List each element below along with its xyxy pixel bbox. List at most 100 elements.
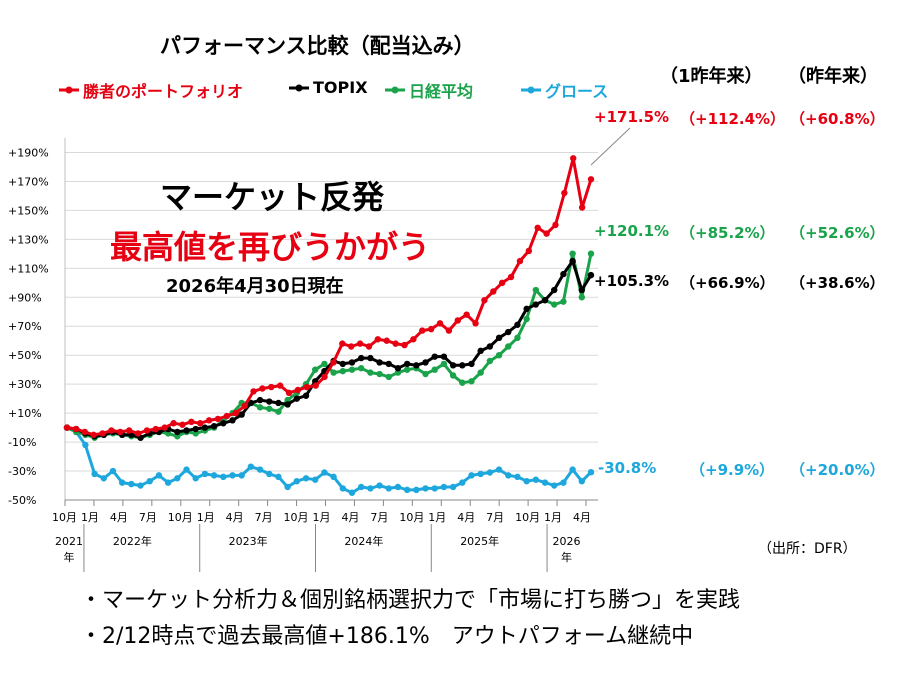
- data-point: [238, 411, 245, 418]
- x-tick-label: 1月: [313, 511, 331, 524]
- data-point: [468, 472, 475, 479]
- data-point: [541, 296, 549, 304]
- data-point: [532, 476, 540, 483]
- data-point: [560, 270, 567, 278]
- as-of-date: 2026年4月30日現在: [166, 276, 344, 297]
- data-point: [155, 472, 163, 479]
- data-point: [321, 469, 328, 476]
- end-label-growth-1y: （+9.9%）: [690, 461, 775, 479]
- series-3: [63, 424, 595, 496]
- x-tick-label: 7月: [486, 511, 504, 524]
- data-point: [357, 354, 365, 362]
- data-point: [505, 328, 512, 336]
- data-point: [459, 379, 466, 386]
- data-point: [348, 359, 356, 366]
- data-point: [440, 483, 448, 491]
- end-label-growth-total: -30.8%: [598, 459, 657, 477]
- data-point: [108, 427, 115, 434]
- data-point: [365, 343, 373, 350]
- data-point: [385, 373, 392, 381]
- x-tick-label: 1月: [428, 511, 446, 524]
- data-point: [117, 428, 124, 436]
- data-point: [486, 469, 494, 476]
- data-point: [385, 485, 392, 492]
- data-point: [551, 286, 558, 294]
- data-point: [266, 398, 273, 405]
- end-label-topix-ly: （+38.6%）: [790, 274, 885, 292]
- year-label: 2026: [553, 535, 581, 548]
- data-point: [229, 417, 236, 424]
- data-point: [229, 472, 236, 479]
- data-point: [403, 360, 411, 368]
- data-point: [394, 365, 402, 372]
- data-point: [128, 480, 135, 488]
- x-tick-label: 10月: [52, 511, 77, 524]
- data-point: [241, 402, 248, 410]
- data-point: [367, 354, 374, 362]
- data-point: [284, 401, 291, 408]
- data-point: [551, 301, 558, 308]
- year-label: 2022年: [113, 534, 152, 548]
- data-point: [463, 311, 470, 318]
- data-point: [256, 396, 264, 404]
- year-label: 2023年: [229, 534, 268, 548]
- data-point: [275, 473, 282, 481]
- data-point: [477, 470, 484, 478]
- data-point: [498, 279, 506, 286]
- data-point: [385, 360, 392, 368]
- data-point: [570, 155, 577, 162]
- data-point: [109, 467, 117, 475]
- end-label-portfolio-total: +171.5%: [594, 108, 670, 126]
- data-point: [523, 477, 530, 485]
- data-point: [477, 369, 484, 376]
- data-point: [560, 479, 567, 486]
- data-point: [247, 463, 255, 470]
- data-point: [569, 250, 576, 257]
- data-point: [468, 360, 475, 368]
- data-point: [210, 472, 218, 479]
- data-point: [276, 382, 284, 389]
- data-point: [481, 296, 488, 304]
- year-label: 2021: [55, 535, 83, 548]
- data-point: [449, 372, 457, 379]
- bullet-point: ・2/12時点で過去最高値+186.1% アウトパフォーム継続中: [80, 624, 694, 649]
- data-point: [72, 425, 80, 433]
- data-point: [303, 383, 310, 391]
- data-point: [284, 483, 291, 491]
- data-point: [125, 427, 133, 434]
- data-point: [174, 475, 181, 482]
- legend-marker-icon: [289, 84, 309, 91]
- data-point: [427, 325, 435, 333]
- end-label-nikkei-total: +120.1%: [594, 222, 670, 240]
- data-point: [188, 418, 195, 426]
- data-point: [507, 273, 515, 281]
- data-point: [348, 489, 356, 496]
- end-label-nikkei-1y: （+85.2%）: [680, 224, 775, 242]
- data-point: [275, 399, 282, 407]
- data-point: [561, 189, 568, 197]
- data-point: [523, 315, 530, 323]
- data-point: [367, 485, 374, 492]
- x-tick-label: 1月: [544, 511, 562, 524]
- data-point: [454, 317, 461, 324]
- data-point: [523, 305, 530, 313]
- data-point: [514, 473, 521, 481]
- data-point: [403, 486, 411, 494]
- data-point: [250, 388, 257, 395]
- data-point: [143, 427, 151, 434]
- data-point: [312, 382, 319, 389]
- data-point: [137, 482, 144, 489]
- data-point: [330, 473, 337, 481]
- data-point: [401, 341, 408, 349]
- data-point: [268, 383, 275, 391]
- data-point: [569, 466, 576, 473]
- y-tick-label: +190%: [8, 146, 49, 159]
- series-line: [66, 259, 593, 440]
- data-point: [505, 472, 512, 479]
- x-tick-label: 4月: [573, 511, 591, 524]
- data-point: [294, 386, 302, 394]
- data-point: [293, 477, 301, 485]
- end-label-topix-total: +105.3%: [594, 272, 670, 290]
- legend-item-nikkei: 日経平均: [384, 78, 473, 102]
- data-point: [505, 343, 512, 350]
